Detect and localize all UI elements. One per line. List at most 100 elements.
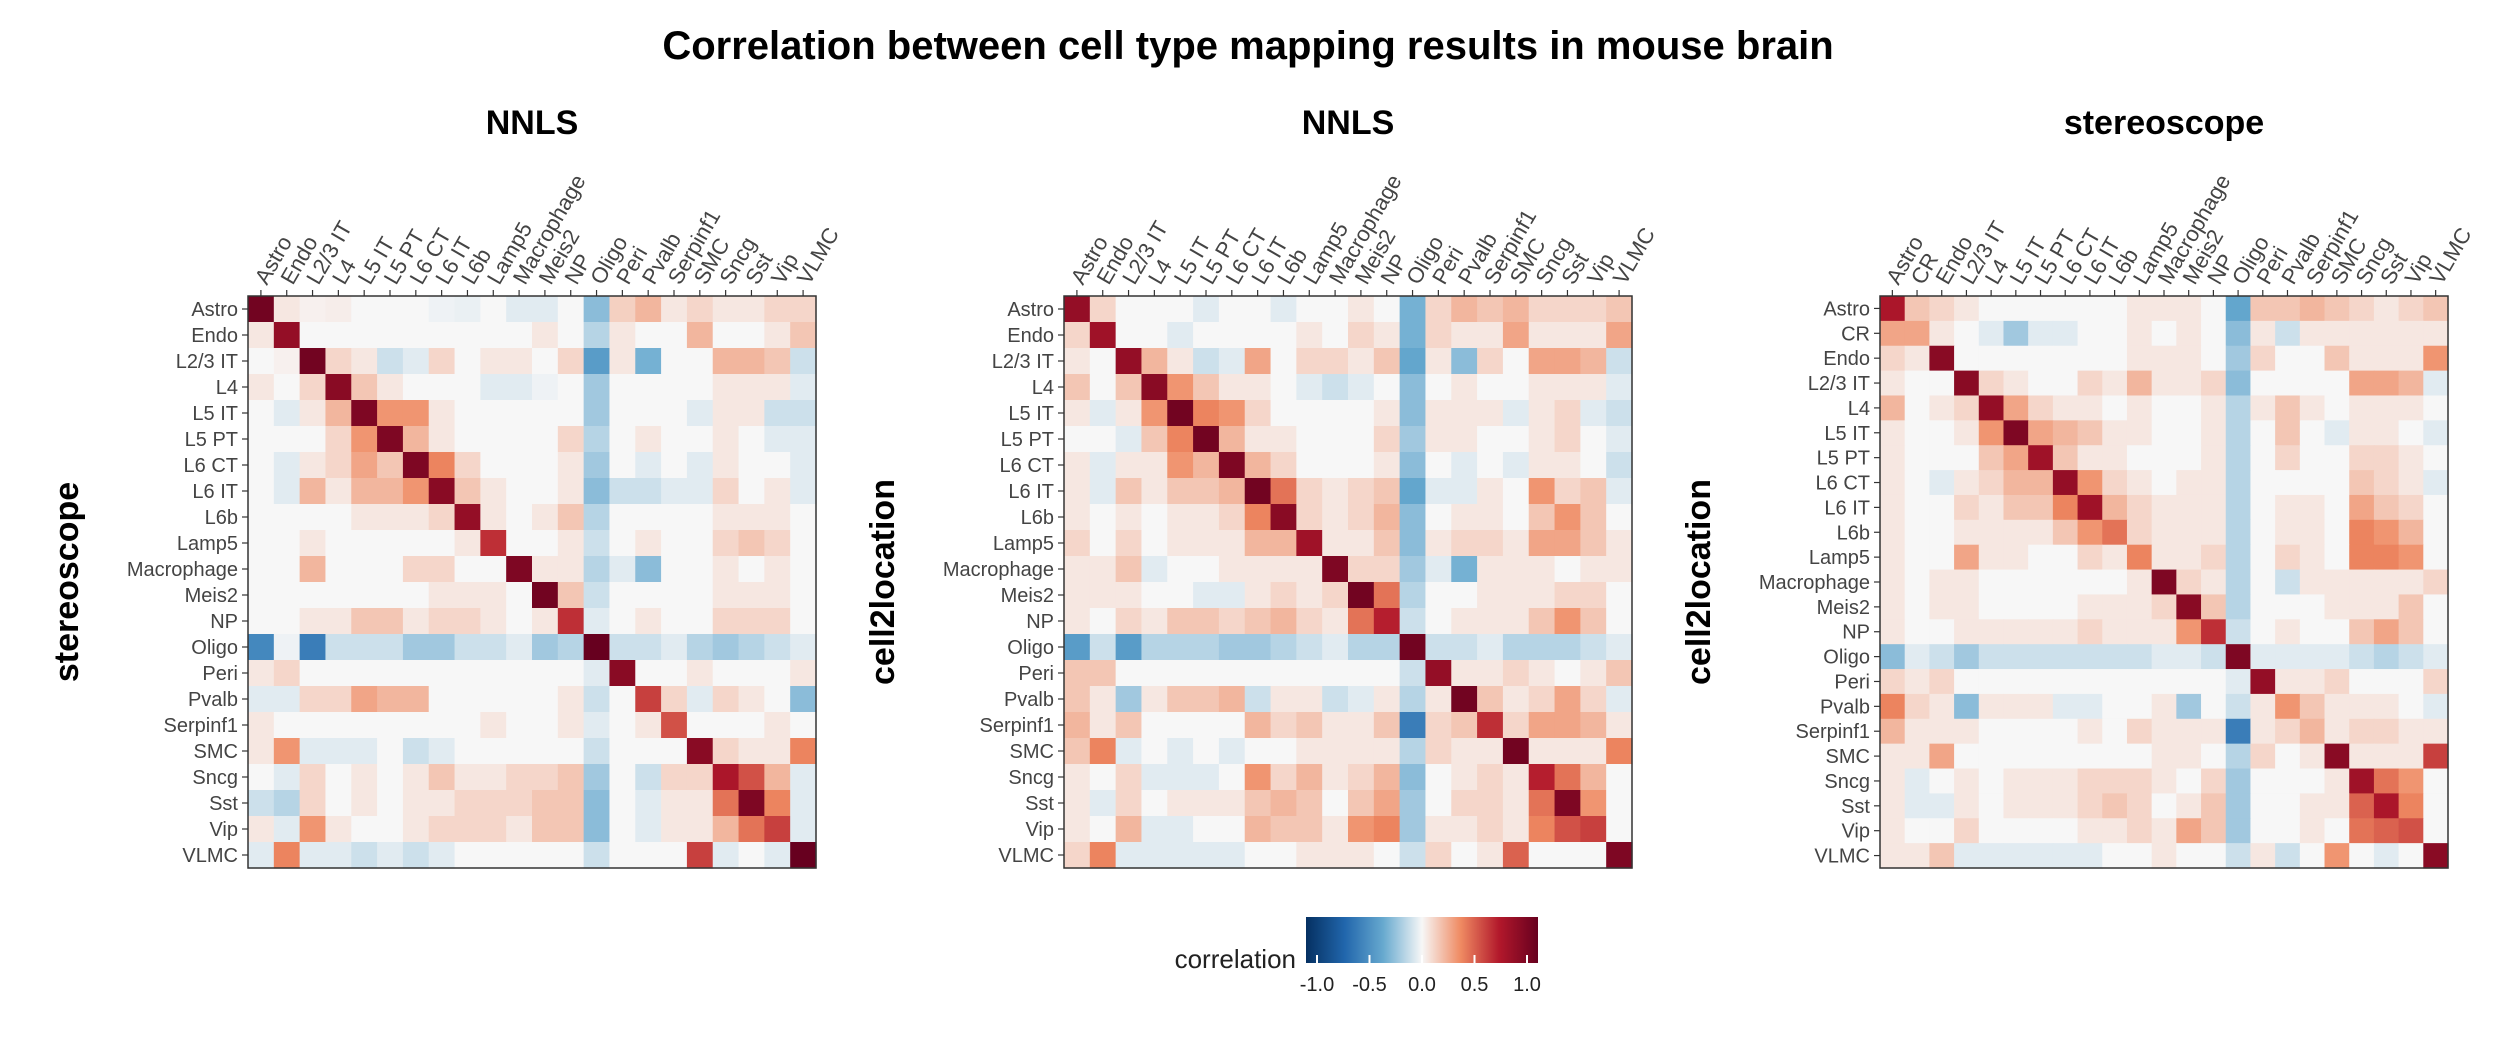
cell-peri-cr xyxy=(1904,669,1930,695)
cell-vlmc-vip xyxy=(2398,843,2424,869)
cell-lamp5-l5-it xyxy=(351,530,378,557)
cell-oligo-cr xyxy=(1904,644,1930,670)
cell-serpinf1-l2-3-it xyxy=(1954,718,1980,745)
cell-peri-np xyxy=(1373,660,1401,687)
cell-peri-l6b xyxy=(1270,660,1297,687)
cell-smc-l5-pt xyxy=(2028,743,2054,770)
cell-serpinf1-lamp5 xyxy=(480,712,507,739)
cell-lamp5-oligo xyxy=(583,530,611,557)
cell-l6-it-oligo xyxy=(1399,478,1427,505)
cell-macrophage-macrophage xyxy=(506,556,533,583)
cell-l2-3-it-endo xyxy=(1929,370,1955,397)
cell-endo-l5-pt xyxy=(1193,322,1220,349)
cell-l6-ct-l5-it xyxy=(2003,470,2029,496)
cell-sncg-np xyxy=(557,764,585,791)
cell-vlmc-pvalb xyxy=(1451,842,1478,869)
cell-astro-sncg xyxy=(1528,296,1556,323)
cell-peri-astro xyxy=(1064,660,1091,687)
cell-np-pvalb xyxy=(2275,619,2301,645)
cell-l6-it-lamp5 xyxy=(1296,478,1323,505)
cell-macrophage-smc xyxy=(2324,569,2350,596)
cell-oligo-l5-it xyxy=(351,634,378,661)
cell-astro-lamp5 xyxy=(1296,296,1323,323)
cell-meis2-sst xyxy=(738,582,765,609)
cell-meis2-l6-ct xyxy=(1218,582,1246,609)
cell-l4-l4 xyxy=(325,374,352,401)
cell-meis2-lamp5 xyxy=(1296,582,1323,609)
cell-meis2-cr xyxy=(1904,594,1930,620)
cell-sncg-sncg xyxy=(2349,768,2375,794)
cell-vip-np xyxy=(557,816,585,843)
cell-l6-ct-pvalb xyxy=(635,452,662,479)
cell-l5-pt-oligo xyxy=(583,426,611,453)
cell-lamp5-smc xyxy=(1502,530,1530,557)
cell-l2-3-it-serpinf1 xyxy=(1477,348,1504,375)
cell-l4-l6b xyxy=(1270,374,1297,401)
cell-l2-3-it-vip xyxy=(764,348,791,375)
cell-l6-ct-sncg xyxy=(2349,470,2375,496)
cell-astro-smc xyxy=(2324,296,2350,322)
cell-l5-it-l5-it xyxy=(2003,420,2029,446)
cell-serpinf1-smc xyxy=(686,712,714,739)
cell-l6-it-l6-ct xyxy=(2052,494,2079,521)
cell-l6-it-l6-it xyxy=(428,478,456,505)
cell-endo-l4 xyxy=(325,322,352,349)
cell-peri-astro xyxy=(1880,669,1906,695)
cell-l5-pt-l6-it xyxy=(2077,445,2103,471)
cell-macrophage-l6b xyxy=(1270,556,1297,583)
cell-meis2-peri xyxy=(609,582,636,609)
cell-sst-sncg xyxy=(2349,793,2375,819)
cell-l2-3-it-sst xyxy=(738,348,765,375)
cell-smc-lamp5 xyxy=(480,738,507,765)
cell-sncg-meis2 xyxy=(2176,768,2202,794)
cell-l6-ct-serpinf1 xyxy=(2299,470,2326,496)
cell-meis2-peri xyxy=(1425,582,1452,609)
cell-vip-meis2 xyxy=(2176,818,2202,844)
cell-np-l2-3-it xyxy=(299,608,327,635)
cell-vip-l4 xyxy=(1141,816,1168,843)
cell-serpinf1-pvalb xyxy=(635,712,662,739)
cell-smc-np xyxy=(1373,738,1401,765)
cell-oligo-sst xyxy=(738,634,765,661)
y-tick-label: L5 IT xyxy=(192,403,238,425)
cell-l4-l2-3-it xyxy=(1115,374,1143,401)
cell-l5-pt-meis2 xyxy=(1348,426,1375,453)
legend-tick-label: -0.5 xyxy=(1352,974,1386,996)
cell-np-np xyxy=(2201,619,2227,645)
cell-macrophage-l6b xyxy=(2102,569,2128,596)
cell-vip-vlmc xyxy=(790,816,817,843)
legend-title: correlation xyxy=(1175,944,1296,974)
cell-meis2-l5-it xyxy=(1167,582,1194,609)
cell-l5-pt-astro xyxy=(1880,445,1906,471)
cell-sncg-pvalb xyxy=(1451,764,1478,791)
cell-pvalb-lamp5 xyxy=(480,686,507,713)
cell-l6-it-vip xyxy=(1580,478,1607,505)
cell-vlmc-sncg xyxy=(2349,843,2375,869)
cell-macrophage-l5-it xyxy=(351,556,378,583)
cell-lamp5-astro xyxy=(248,530,275,557)
cell-astro-l6-ct xyxy=(1218,296,1246,323)
cell-l6b-l4 xyxy=(325,504,352,531)
cell-l5-pt-serpinf1 xyxy=(2299,445,2326,471)
cell-l6-ct-np xyxy=(1373,452,1401,479)
cell-vip-l5-it xyxy=(351,816,378,843)
cell-vip-endo xyxy=(273,816,301,843)
cell-np-np xyxy=(557,608,585,635)
cell-l6b-serpinf1 xyxy=(2299,519,2326,546)
cell-vlmc-l4 xyxy=(1978,843,2005,869)
cell-l5-pt-astro xyxy=(248,426,275,453)
cell-l5-pt-l6-ct xyxy=(402,426,430,453)
cell-peri-smc xyxy=(2324,669,2350,695)
cell-lamp5-l2-3-it xyxy=(299,530,327,557)
cell-astro-l5-pt xyxy=(2028,296,2054,322)
cell-l4-cr xyxy=(1904,395,1930,421)
cell-smc-serpinf1 xyxy=(661,738,688,765)
panel-title: NNLS xyxy=(486,104,579,142)
y-tick-label: Vip xyxy=(1841,821,1870,843)
cell-pvalb-l6b xyxy=(454,686,481,713)
cell-macrophage-oligo xyxy=(583,556,611,583)
cell-l5-pt-smc xyxy=(686,426,714,453)
cell-serpinf1-vlmc xyxy=(790,712,817,739)
cell-l6-it-l4 xyxy=(1978,494,2005,521)
